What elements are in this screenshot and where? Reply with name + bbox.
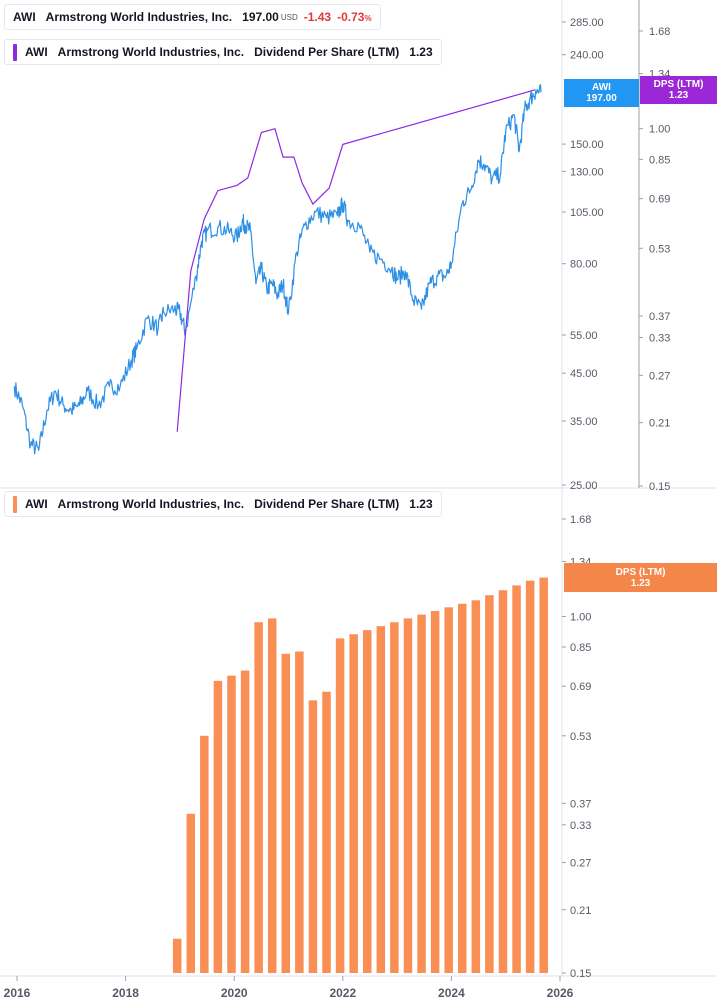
dps-bar xyxy=(267,618,277,973)
dps-bar xyxy=(485,595,494,973)
dps-bar xyxy=(390,622,399,973)
dps-bar xyxy=(458,603,467,973)
dps-axis-label: 0.21 xyxy=(649,418,670,430)
dps-axis-label: 0.33 xyxy=(649,333,670,345)
dps-bar xyxy=(471,600,481,973)
bar-axis-label: 0.33 xyxy=(570,820,591,832)
dps-axis-label: 0.27 xyxy=(649,370,670,382)
price-series-line xyxy=(13,84,542,455)
dps-bar xyxy=(362,630,372,973)
dps-legend: AWI Armstrong World Industries, Inc. Div… xyxy=(4,39,442,65)
bar-tag-label: DPS (LTM) xyxy=(615,566,666,578)
dps-bar xyxy=(376,626,386,973)
bar-axis-label: 0.53 xyxy=(570,731,591,743)
dps-tag-value: 1.23 xyxy=(668,90,689,101)
dps-bar xyxy=(308,700,318,973)
legend-price: 197.00 xyxy=(242,10,279,24)
x-axis-label: 2018 xyxy=(112,986,139,1000)
legend-symbol: AWI xyxy=(25,45,48,59)
bar-axis-label: 0.15 xyxy=(570,968,591,980)
dps-axis-label: 0.37 xyxy=(649,311,670,323)
bar-axis-label: 1.00 xyxy=(570,611,591,623)
dps-axis-label: 0.69 xyxy=(649,194,670,206)
dps-bar xyxy=(539,577,548,973)
dps-axis-label: 0.15 xyxy=(649,481,670,493)
bar-legend-swatch xyxy=(13,495,17,513)
dps-bar xyxy=(512,585,521,973)
legend-company-name: Armstrong World Industries, Inc. xyxy=(57,45,245,59)
price-axis-label: 130.00 xyxy=(570,166,604,178)
price-axis-label: 150.00 xyxy=(570,139,604,151)
price-axis-label: 35.00 xyxy=(570,416,598,428)
bar-tag-value: 1.23 xyxy=(630,577,651,589)
dps-bar xyxy=(525,580,535,973)
dps-bar xyxy=(213,680,223,973)
price-value-tag: AWI 197.00 xyxy=(564,79,639,107)
legend-value: 1.23 xyxy=(409,45,433,59)
dps-bar xyxy=(335,638,345,973)
dps-bar xyxy=(498,590,508,973)
bar-axis-label: 0.37 xyxy=(570,798,591,810)
legend-value: 1.23 xyxy=(409,497,433,511)
dps-axis-label: 1.00 xyxy=(649,124,670,136)
price-axis-label: 25.00 xyxy=(570,480,598,492)
dps-bar xyxy=(349,634,358,973)
price-axis-label: 240.00 xyxy=(570,50,604,62)
price-axis-label: 45.00 xyxy=(570,368,598,380)
dps-legend-swatch xyxy=(13,43,17,61)
dps-bar xyxy=(240,670,250,973)
dps-bar xyxy=(186,813,196,973)
dps-bar xyxy=(227,675,236,973)
bar-axis-label: 0.27 xyxy=(570,858,591,870)
x-axis-label: 2024 xyxy=(438,986,465,1000)
bar-axis-label: 0.69 xyxy=(570,681,591,693)
x-axis-label: 2022 xyxy=(329,986,356,1000)
legend-metric: Dividend Per Share (LTM) xyxy=(254,497,400,511)
dps-bar xyxy=(430,610,440,973)
legend-symbol: AWI xyxy=(25,497,48,511)
legend-symbol: AWI xyxy=(13,10,36,24)
x-axis-label: 2026 xyxy=(547,986,574,1000)
legend-company-name: Armstrong World Industries, Inc. xyxy=(57,497,245,511)
legend-change: -1.43 xyxy=(303,10,332,24)
price-axis-label: 55.00 xyxy=(570,330,598,342)
price-axis-label: 285.00 xyxy=(570,17,604,29)
dps-bar xyxy=(444,607,453,973)
dps-tag-label: DPS (LTM) xyxy=(653,79,704,90)
legend-currency: USD xyxy=(280,12,298,22)
x-axis-label: 2016 xyxy=(4,986,31,1000)
price-tag-value: 197.00 xyxy=(586,93,617,104)
dps-bar xyxy=(254,622,263,973)
bar-axis-label: 0.85 xyxy=(570,642,591,654)
x-axis-label: 2020 xyxy=(221,986,248,1000)
price-axis-label: 80.00 xyxy=(570,259,598,271)
legend-change-pct: -0.73% xyxy=(337,10,372,24)
dps-series-line xyxy=(176,89,536,432)
bar-legend: AWI Armstrong World Industries, Inc. Div… xyxy=(4,491,442,517)
dps-bar xyxy=(403,618,413,973)
dps-axis-label: 1.68 xyxy=(649,26,670,38)
dps-bar xyxy=(281,653,291,973)
price-axis-label: 105.00 xyxy=(570,207,604,219)
bar-value-tag: DPS (LTM) 1.23 xyxy=(564,563,717,592)
dps-bar xyxy=(322,691,331,973)
dps-axis-label: 0.53 xyxy=(649,243,670,255)
dps-bar xyxy=(200,735,209,973)
dps-bar xyxy=(417,614,426,973)
dps-bar xyxy=(295,651,304,973)
dps-value-tag: DPS (LTM) 1.23 xyxy=(640,76,717,104)
legend-company-name: Armstrong World Industries, Inc. xyxy=(45,10,233,24)
dps-axis-label: 0.85 xyxy=(649,154,670,166)
price-legend: AWI Armstrong World Industries, Inc. 197… xyxy=(4,4,381,30)
bar-axis-label: 0.21 xyxy=(570,905,591,917)
bar-axis-label: 1.68 xyxy=(570,514,591,526)
price-tag-symbol: AWI xyxy=(592,82,611,93)
legend-metric: Dividend Per Share (LTM) xyxy=(254,45,400,59)
dps-bar xyxy=(172,938,182,973)
